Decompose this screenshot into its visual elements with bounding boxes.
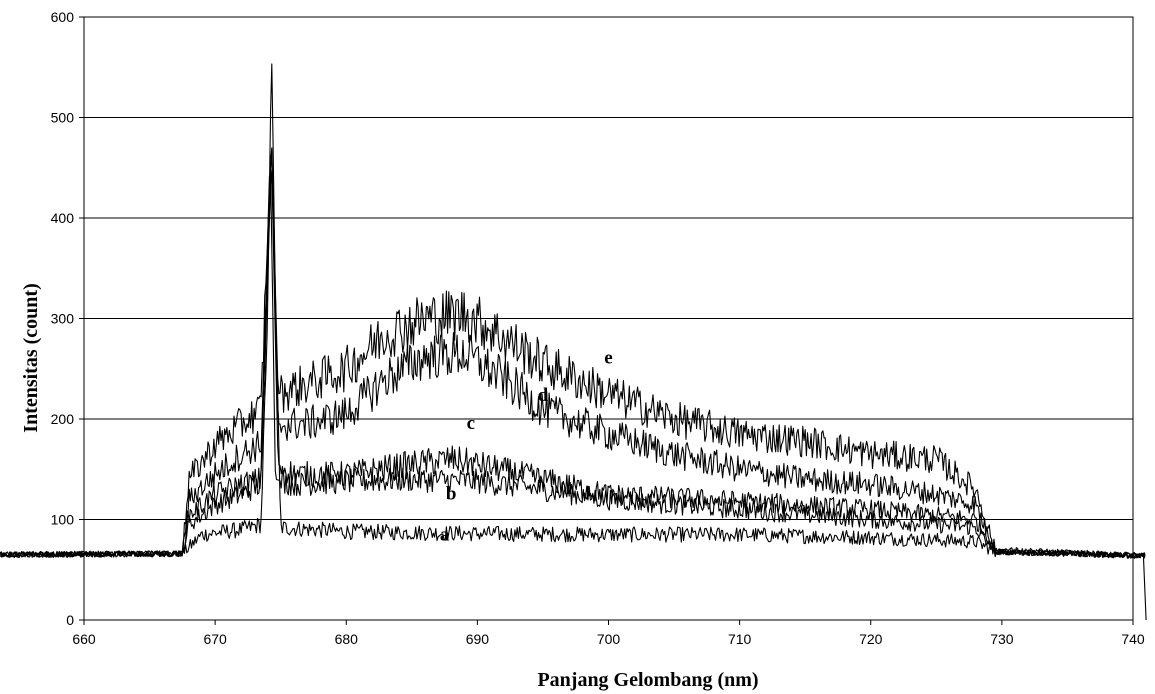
series-label-d: d xyxy=(538,385,549,406)
plot-frame xyxy=(83,16,1134,621)
series-label-a: a xyxy=(440,525,450,546)
series-line-e xyxy=(0,147,1146,559)
y-tick-label: 500 xyxy=(51,110,75,126)
x-tick-label: 710 xyxy=(728,631,752,647)
y-tick-label: 300 xyxy=(51,311,75,327)
x-axis-title: Panjang Gelombang (nm) xyxy=(537,669,758,691)
series-label-c: c xyxy=(467,413,475,434)
series-line-c xyxy=(0,169,1146,559)
y-tick-label: 100 xyxy=(51,512,75,528)
x-tick-label: 670 xyxy=(203,631,227,647)
x-tick-label: 700 xyxy=(597,631,621,647)
y-tick-label: 600 xyxy=(51,9,75,25)
x-tick-label: 720 xyxy=(859,631,883,647)
series-line-d xyxy=(0,153,1146,559)
x-tick-label: 680 xyxy=(335,631,359,647)
y-tick-label: 200 xyxy=(51,411,75,427)
series-label-e: e xyxy=(604,348,612,369)
curve-labels: ab c d e xyxy=(440,348,613,546)
x-tick-label: 660 xyxy=(72,631,96,647)
y-tick-label: 0 xyxy=(66,612,74,628)
tick-labels: 0 100 200 300 400 500 600 660 670 680 690 700 710 720… xyxy=(51,9,1145,647)
x-tick-label: 690 xyxy=(466,631,490,647)
x-tick-label: 740 xyxy=(1121,631,1145,647)
y-axis-title: Intensitas (count) xyxy=(20,283,42,432)
series-group xyxy=(0,63,1147,621)
series-label-b: b xyxy=(446,483,457,504)
y-tick-label: 400 xyxy=(51,210,75,226)
axes xyxy=(79,16,1134,625)
series-line-a xyxy=(0,63,1147,621)
x-tick-label: 730 xyxy=(990,631,1014,647)
